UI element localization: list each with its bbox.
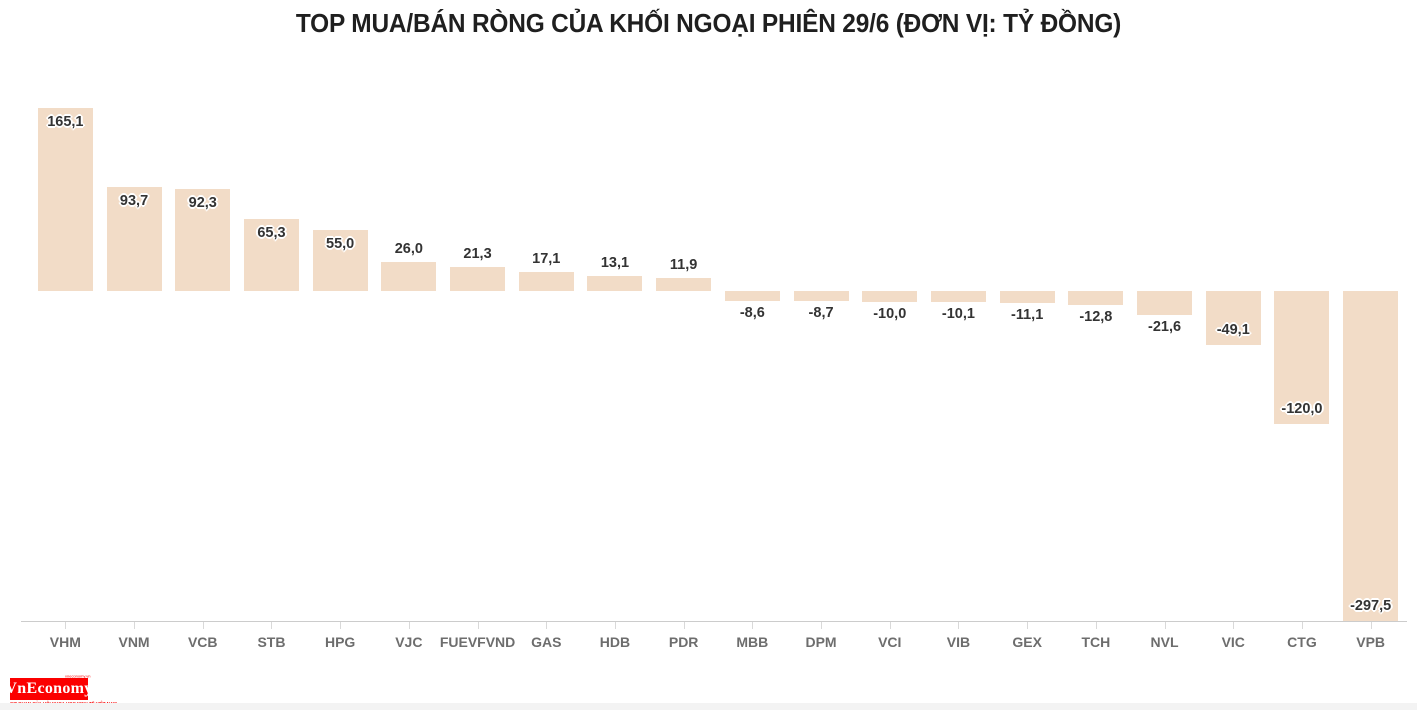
x-axis-tick (340, 622, 342, 629)
bar-value-NVL: -21,6 (1148, 318, 1182, 335)
bottom-strip (0, 703, 1417, 710)
x-axis-tick (546, 622, 548, 629)
bar-value-FUEVFVND: 21,3 (463, 246, 492, 263)
x-axis-label-STB: STB (257, 634, 286, 650)
x-axis-label-VHM: VHM (49, 634, 81, 650)
bar-NVL (1137, 291, 1193, 315)
bar-VIC (1205, 291, 1261, 346)
vneconomy-website: vneconomy.vn (65, 674, 91, 679)
x-axis-tick (202, 622, 204, 629)
x-axis-label-VIB: VIB (946, 634, 971, 650)
x-axis-label-VJC: VJC (395, 634, 423, 650)
bar-value-GEX: -11,1 (1011, 307, 1044, 324)
x-axis-label-GAS: GAS (531, 634, 562, 650)
x-axis-label-CTG: CTG (1287, 634, 1317, 650)
bar-value-VIB: -10,1 (941, 306, 975, 323)
bar-HPG (312, 230, 368, 291)
bar-value-MBB: -8,6 (739, 304, 765, 321)
x-axis-label-PDR: PDR (668, 634, 699, 650)
bar-CTG (1274, 291, 1330, 424)
bar-VJC (381, 262, 437, 291)
x-axis-tick (1027, 622, 1029, 629)
x-axis-line (21, 621, 1407, 622)
x-axis-tick (477, 622, 479, 629)
x-axis-tick (271, 622, 273, 629)
x-axis-tick (1370, 622, 1372, 629)
x-axis-label-HDB: HDB (599, 634, 631, 650)
bar-VCB (175, 188, 231, 291)
bar-VCI (862, 291, 918, 303)
bar-value-VJC: 26,0 (394, 241, 423, 258)
bar-value-HPG: 55,0 (326, 236, 355, 253)
x-axis-tick (1233, 622, 1235, 629)
x-axis-label-NVL: NVL (1150, 634, 1179, 650)
bar-value-GAS: 17,1 (532, 251, 561, 268)
bar-STB (243, 218, 299, 291)
bar-value-VCB: 92,3 (188, 194, 217, 211)
bar-DPM (793, 291, 849, 301)
x-axis-label-VIC: VIC (1221, 634, 1245, 650)
x-axis-label-VPB: VPB (1356, 634, 1386, 650)
x-axis-tick (821, 622, 823, 629)
bar-value-VPB: -297,5 (1350, 597, 1392, 614)
bar-value-VCI: -10,0 (873, 306, 907, 323)
bar-VHM (37, 108, 93, 291)
x-axis-label-GEX: GEX (1012, 634, 1042, 650)
x-axis-tick (889, 622, 891, 629)
bar-VPB (1343, 291, 1399, 621)
x-axis-tick (1164, 622, 1166, 629)
x-axis-label-HPG: HPG (324, 634, 356, 650)
bar-GEX (999, 291, 1055, 304)
bar-PDR (656, 277, 712, 291)
x-axis-tick (134, 622, 136, 629)
bar-HDB (587, 276, 643, 291)
x-axis-tick (1095, 622, 1097, 629)
x-axis-label-FUEVFVND: FUEVFVND (439, 634, 516, 650)
bar-value-TCH: -12,8 (1079, 309, 1113, 326)
bar-VNM (106, 187, 162, 291)
x-axis-label-DPM: DPM (805, 634, 837, 650)
x-axis-tick (65, 622, 67, 629)
bar-value-DPM: -8,7 (808, 304, 834, 321)
vneconomy-logo-text: VnEconomy (5, 680, 93, 697)
x-axis-tick (1301, 622, 1303, 629)
vneconomy-logo: VnEconomy (5, 678, 92, 700)
bar-VIB (930, 291, 986, 303)
bar-value-VNM: 93,7 (119, 193, 149, 210)
bar-value-VIC: -49,1 (1216, 322, 1250, 339)
bar-FUEVFVND (450, 267, 506, 291)
chart-title: TOP MUA/BÁN RÒNG CỦA KHỐI NGOẠI PHIÊN 29… (295, 8, 1122, 38)
x-axis-label-VNM: VNM (118, 634, 150, 650)
x-axis-tick (408, 622, 410, 629)
x-axis-tick (614, 622, 616, 629)
bar-value-CTG: -120,0 (1281, 400, 1323, 417)
bar-value-HDB: 13,1 (600, 255, 630, 272)
bar-MBB (724, 291, 780, 301)
bar-value-PDR: 11,9 (669, 256, 698, 273)
bar-GAS (518, 272, 574, 291)
bar-TCH (1068, 291, 1124, 306)
x-axis-label-VCB: VCB (187, 634, 218, 650)
x-axis-label-MBB: MBB (736, 634, 769, 650)
x-axis-tick (752, 622, 754, 629)
x-axis-tick (958, 622, 960, 629)
x-axis-tick (683, 622, 685, 629)
bar-value-VHM: 165,1 (47, 114, 84, 131)
x-axis-label-TCH: TCH (1081, 634, 1111, 650)
x-axis-label-VCI: VCI (878, 634, 902, 650)
bar-value-STB: 65,3 (257, 224, 286, 241)
